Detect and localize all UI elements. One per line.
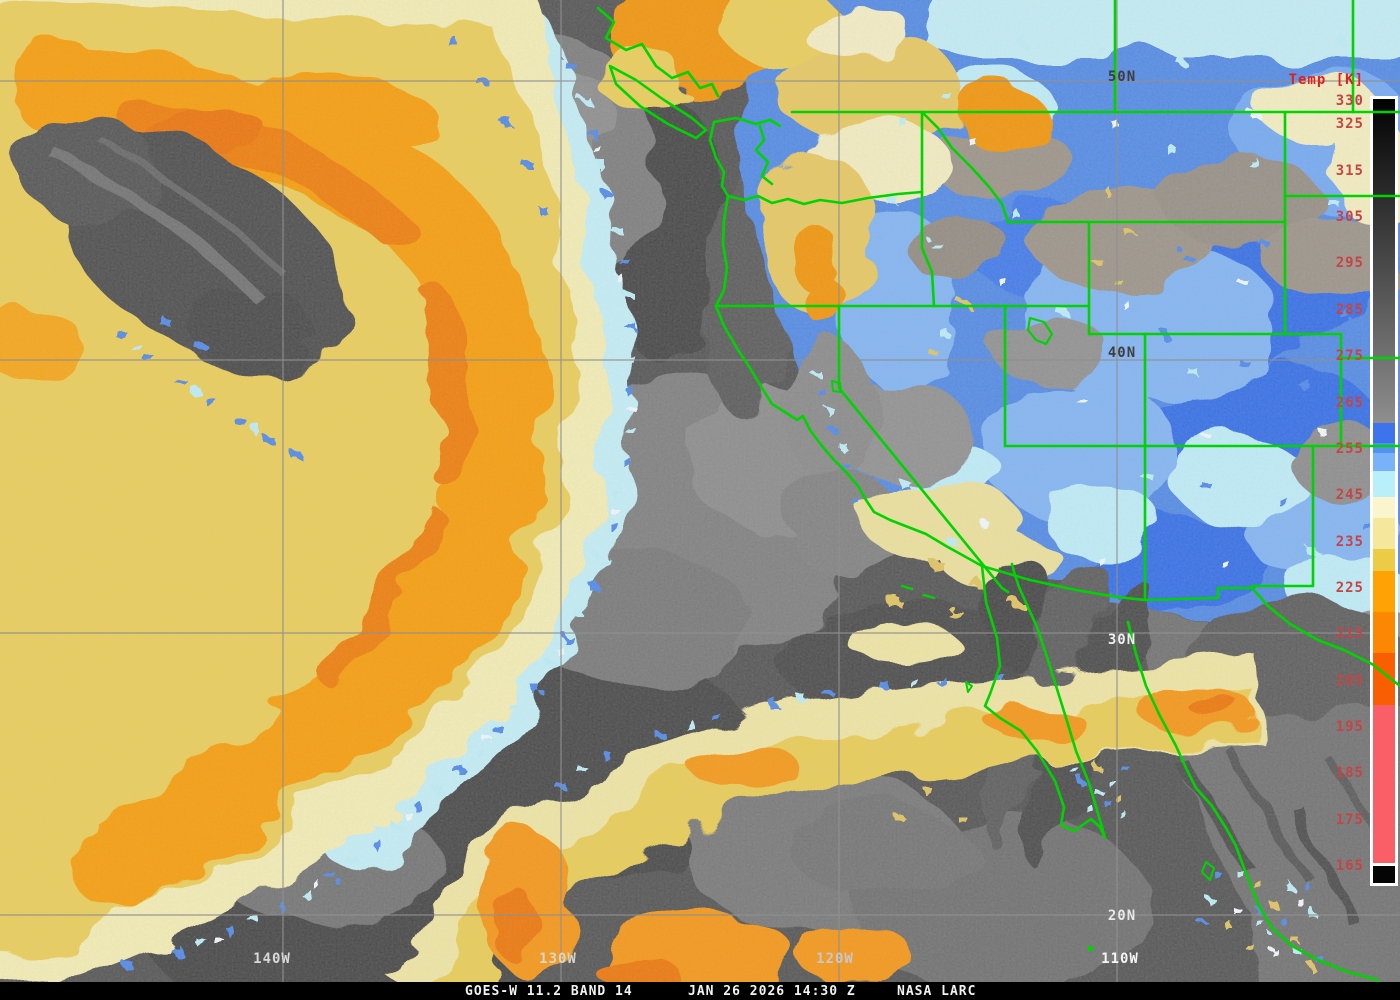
colorbar-title: Temp [K] bbox=[1289, 72, 1364, 88]
colorbar-tick: 295 bbox=[1336, 255, 1364, 271]
us-mexico-border bbox=[980, 564, 1400, 688]
lon-label-130w: 130W bbox=[539, 951, 577, 967]
caption-bar: GOES-W 11.2 BAND 14 JAN 26 2026 14:30 Z … bbox=[0, 982, 1400, 1000]
caption-credit: NASA LARC bbox=[897, 984, 977, 999]
colorbar-labels: Temp [K] 330 325 315 305 295 285 275 265… bbox=[1289, 72, 1364, 874]
lake-tahoe bbox=[831, 380, 842, 393]
temperature-colorbar bbox=[1370, 96, 1398, 886]
grid-labels: 50N 40N 30N 20N 140W 130W 120W 110W bbox=[253, 69, 1139, 967]
or-id-border bbox=[920, 190, 936, 308]
id-mt-border bbox=[920, 110, 1010, 224]
great-salt-lake bbox=[1026, 316, 1054, 346]
lon-label-140w: 140W bbox=[253, 951, 291, 967]
baja-east-coast bbox=[1010, 562, 1107, 840]
juan-de-fuca bbox=[712, 116, 782, 128]
guadalupe-island bbox=[965, 681, 973, 693]
bc-coast bbox=[596, 6, 720, 98]
map-outlines bbox=[596, 0, 1400, 982]
ca-nv-border bbox=[837, 304, 1010, 594]
colorbar-tick: 185 bbox=[1336, 765, 1364, 781]
colorbar-tick: 235 bbox=[1336, 534, 1364, 550]
tx-nm-border bbox=[1250, 444, 1315, 588]
wa-or-border bbox=[726, 190, 924, 206]
puget-sound bbox=[754, 124, 774, 186]
colorbar-tick: 315 bbox=[1336, 163, 1364, 179]
caption-mission: GOES-W 11.2 BAND 14 bbox=[465, 984, 633, 999]
baja-west-coast bbox=[980, 564, 1107, 840]
colorbar-tick: 245 bbox=[1336, 487, 1364, 503]
colorbar-tick: 225 bbox=[1336, 580, 1364, 596]
channel-island-1 bbox=[900, 584, 914, 591]
colorbar-tick: 305 bbox=[1336, 209, 1364, 225]
colorbar-tick: 215 bbox=[1336, 626, 1364, 642]
lon-label-110w: 110W bbox=[1101, 951, 1139, 967]
colorbar-tick: 175 bbox=[1336, 812, 1364, 828]
channel-island-2 bbox=[922, 593, 936, 600]
colorbar-tick: 285 bbox=[1336, 302, 1364, 318]
caption-datetime: JAN 26 2026 14:30 Z bbox=[688, 984, 856, 999]
wa-coast bbox=[708, 120, 730, 198]
colorbar-tick: 205 bbox=[1336, 673, 1364, 689]
isla-tiburon bbox=[1201, 861, 1215, 881]
ca-coast bbox=[714, 304, 984, 568]
lat-label-40n: 40N bbox=[1108, 345, 1136, 361]
lon-label-120w: 120W bbox=[816, 951, 854, 967]
lat-label-20n: 20N bbox=[1108, 908, 1136, 924]
small-island-dot bbox=[1088, 946, 1093, 951]
colorbar-tick: 275 bbox=[1336, 348, 1364, 364]
colorbar-tick: 330 bbox=[1336, 93, 1364, 109]
lat-label-30n: 30N bbox=[1108, 632, 1136, 648]
lat-label-50n: 50N bbox=[1108, 69, 1136, 85]
colorbar-tick: 165 bbox=[1336, 858, 1364, 874]
colorbar-tick: 325 bbox=[1336, 116, 1364, 132]
mexico-mainland-coast bbox=[1126, 620, 1380, 982]
colorbar-tick: 195 bbox=[1336, 719, 1364, 735]
colorbar-tick: 255 bbox=[1336, 441, 1364, 457]
or-coast bbox=[714, 194, 730, 308]
vancouver-island bbox=[608, 64, 708, 140]
colorbar-tick: 265 bbox=[1336, 395, 1364, 411]
